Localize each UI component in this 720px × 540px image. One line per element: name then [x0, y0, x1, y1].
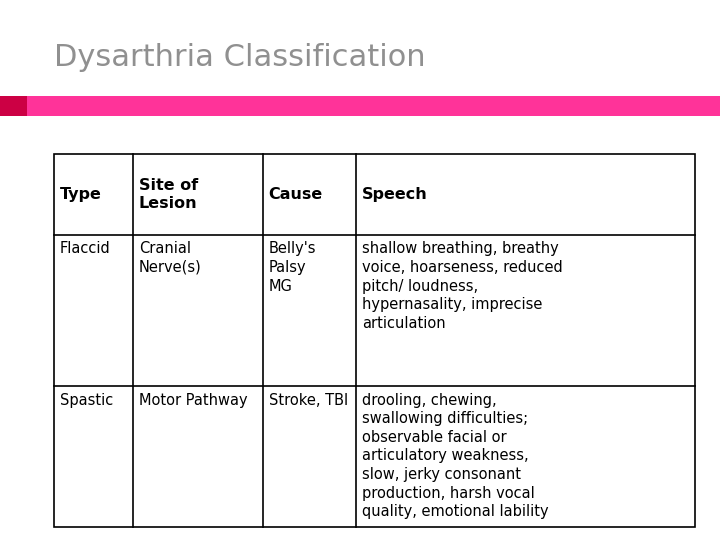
Bar — [0, 96, 27, 116]
Text: Cause: Cause — [269, 187, 323, 202]
Text: Dysarthria Classification: Dysarthria Classification — [54, 43, 426, 72]
Text: Speech: Speech — [362, 187, 428, 202]
Bar — [54, 154, 695, 526]
Text: shallow breathing, breathy
voice, hoarseness, reduced
pitch/ loudness,
hypernasa: shallow breathing, breathy voice, hoarse… — [362, 241, 563, 331]
Text: Flaccid: Flaccid — [60, 241, 110, 256]
Text: Site of
Lesion: Site of Lesion — [139, 178, 198, 211]
Text: Type: Type — [60, 187, 102, 202]
Text: Stroke, TBI: Stroke, TBI — [269, 393, 348, 408]
Text: Cranial
Nerve(s): Cranial Nerve(s) — [139, 241, 202, 275]
Text: Spastic: Spastic — [60, 393, 113, 408]
Bar — [27, 96, 720, 116]
Text: drooling, chewing,
swallowing difficulties;
observable facial or
articulatory we: drooling, chewing, swallowing difficulti… — [362, 393, 549, 519]
Text: Belly's
Palsy
MG: Belly's Palsy MG — [269, 241, 316, 294]
Text: Motor Pathway: Motor Pathway — [139, 393, 248, 408]
